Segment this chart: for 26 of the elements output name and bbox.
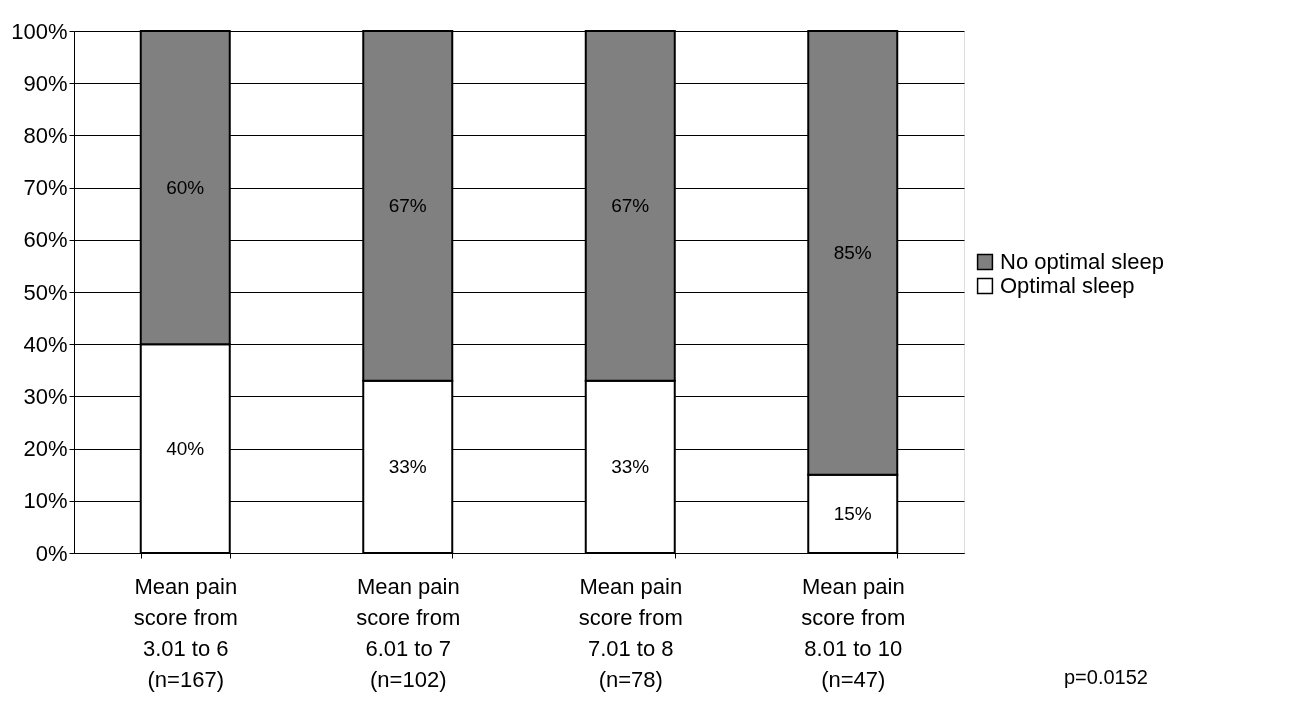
y-tick-label: 50% — [23, 279, 68, 305]
data-label: 33% — [611, 455, 650, 477]
x-tick-label: Mean pain score from 6.01 to 7 (n=102) — [356, 573, 461, 692]
x-tick-label: Mean pain score from 8.01 to 10 (n=47) — [801, 573, 906, 692]
x-tick-label: Mean pain score from 7.01 to 8 (n=78) — [578, 573, 683, 692]
data-label: 40% — [166, 437, 205, 459]
y-tick-label: 0% — [35, 540, 68, 566]
y-tick-label: 100% — [11, 18, 68, 44]
y-tick-label: 90% — [23, 70, 68, 96]
y-tick-label: 20% — [23, 436, 68, 462]
data-label: 85% — [833, 241, 872, 263]
legend-label: Optimal sleep — [1000, 273, 1135, 298]
y-tick-label: 60% — [23, 227, 68, 253]
text: p=0.0152 — [1064, 666, 1148, 688]
data-label: 67% — [611, 194, 650, 216]
data-label: 15% — [833, 502, 872, 524]
y-tick-label: 10% — [23, 488, 68, 514]
y-tick-label: 30% — [23, 383, 68, 409]
legend-label: No optimal sleep — [1000, 249, 1164, 274]
y-tick-label: 40% — [23, 331, 68, 357]
y-tick-label: 80% — [23, 122, 68, 148]
y-tick-label: 70% — [23, 175, 68, 201]
x-tick-label: Mean pain score from 3.01 to 6 (n=167) — [133, 573, 238, 692]
data-label: 60% — [166, 176, 205, 198]
data-label: 33% — [388, 455, 427, 477]
data-label: 67% — [388, 194, 427, 216]
